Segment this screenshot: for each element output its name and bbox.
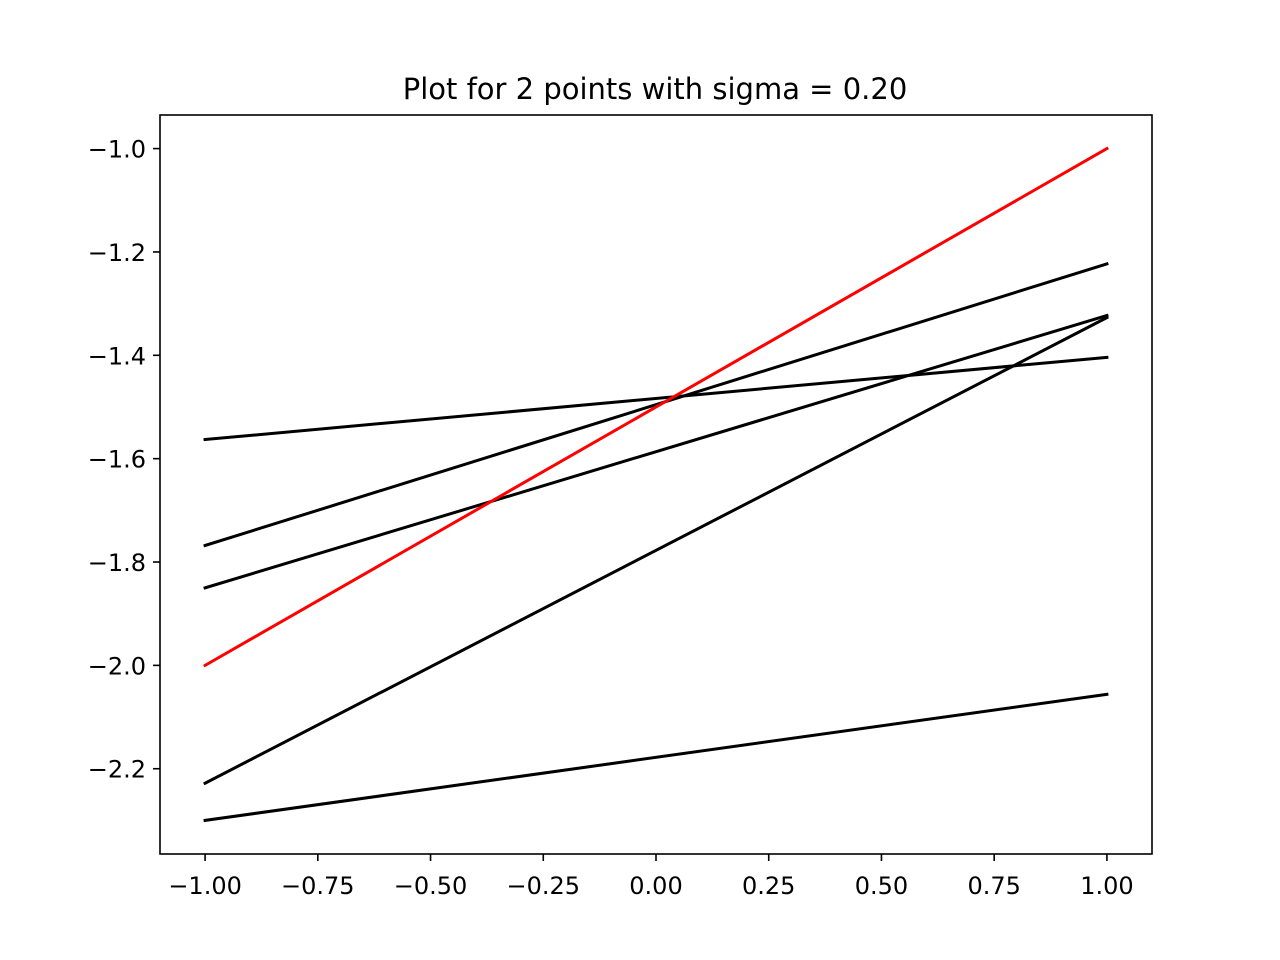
y-tick-label: −1.0 — [88, 136, 146, 164]
y-tick-label: −1.6 — [88, 446, 146, 474]
y-axis: −2.2 −2.0 −1.8 −1.6 −1.4 −1.2 −1.0 — [88, 136, 160, 784]
y-tick-label: −1.4 — [88, 342, 146, 370]
y-tick-label: −2.0 — [88, 652, 146, 680]
y-tick-label: −1.8 — [88, 549, 146, 577]
x-tick-label: 0.50 — [855, 872, 908, 900]
series-line-1 — [203, 355, 1109, 442]
x-tick-label: 0.75 — [967, 872, 1020, 900]
x-tick-label: 0.00 — [629, 872, 682, 900]
chart-title: Plot for 2 points with sigma = 0.20 — [403, 72, 908, 106]
x-tick-label: −0.50 — [394, 872, 468, 900]
plot-background — [160, 115, 1152, 854]
series-layer — [203, 146, 1109, 823]
x-tick-label: 0.25 — [742, 872, 795, 900]
series-line-4 — [203, 315, 1109, 786]
x-tick-label: −0.25 — [506, 872, 580, 900]
x-tick-label: −1.00 — [168, 872, 242, 900]
series-line-2 — [203, 261, 1109, 548]
x-tick-label: −0.75 — [281, 872, 355, 900]
y-tick-label: −1.2 — [88, 239, 146, 267]
plot-area — [159, 114, 1153, 855]
series-line-6 — [203, 146, 1109, 668]
x-tick-label: 1.00 — [1080, 872, 1133, 900]
x-axis: −1.00 −0.75 −0.50 −0.25 0.00 0.25 0.50 0.75 1.00 — [168, 854, 1134, 900]
series-line-5 — [203, 692, 1109, 823]
series-line-3 — [203, 313, 1109, 590]
y-tick-label: −2.2 — [88, 756, 146, 784]
